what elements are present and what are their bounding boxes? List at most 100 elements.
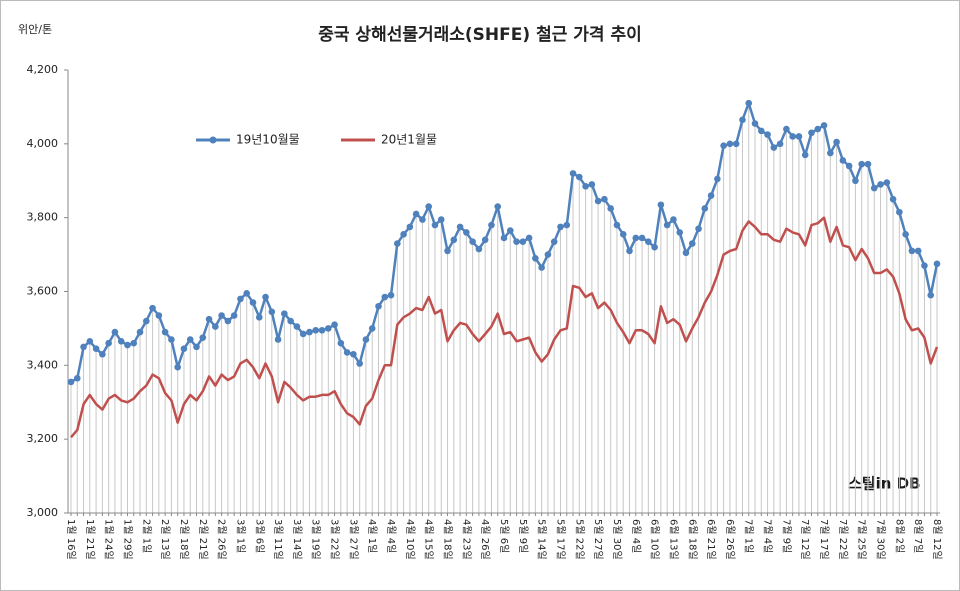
point xyxy=(274,336,282,343)
point xyxy=(475,245,483,253)
point xyxy=(350,350,357,358)
x-tick-label: 5월 17일 xyxy=(554,519,566,560)
point xyxy=(318,326,326,334)
point xyxy=(908,247,916,255)
point xyxy=(387,291,395,299)
x-tick-label: 3월 22일 xyxy=(329,519,341,560)
point xyxy=(174,363,181,371)
x-tick-label: 3월 27일 xyxy=(347,519,359,560)
point xyxy=(757,127,765,135)
point xyxy=(437,216,445,223)
x-tick-label: 2월 13일 xyxy=(159,519,171,560)
point xyxy=(732,140,740,148)
legend-label: 19년10월물 xyxy=(236,133,300,147)
point xyxy=(86,338,94,345)
x-tick-label: 6월 21일 xyxy=(705,519,717,560)
point xyxy=(149,304,156,312)
point xyxy=(889,195,897,203)
point xyxy=(368,325,376,332)
point xyxy=(186,336,194,343)
point xyxy=(839,157,847,164)
point xyxy=(117,338,125,345)
point xyxy=(883,179,891,186)
y-tick-label: 3,000 xyxy=(27,506,59,519)
point xyxy=(902,230,909,238)
y-tick-label: 3,200 xyxy=(27,432,59,445)
x-tick-label: 7월 22일 xyxy=(837,519,849,560)
x-tick-label: 1월 29일 xyxy=(121,519,133,560)
point xyxy=(783,125,790,133)
point xyxy=(544,251,552,258)
point xyxy=(324,325,332,332)
point xyxy=(569,170,577,177)
y-tick-label: 4,200 xyxy=(27,63,59,76)
point xyxy=(67,378,75,386)
point xyxy=(789,133,796,140)
point xyxy=(657,201,665,209)
point xyxy=(632,234,640,242)
point xyxy=(394,240,401,247)
point xyxy=(770,144,778,151)
x-tick-label: 2월 18일 xyxy=(178,519,190,560)
point xyxy=(651,243,658,251)
y-tick-label: 3,400 xyxy=(27,358,59,371)
x-tick-label: 6월 18일 xyxy=(686,519,698,560)
point xyxy=(776,140,784,148)
point xyxy=(588,181,596,188)
point xyxy=(312,326,320,334)
point xyxy=(293,323,301,330)
point xyxy=(896,208,903,216)
x-tick-label: 8월 12일 xyxy=(931,519,943,560)
point xyxy=(550,238,558,245)
x-tick-label: 1월 21일 xyxy=(84,519,96,560)
point xyxy=(193,343,200,351)
point xyxy=(306,328,313,336)
x-tick-label: 7월 25일 xyxy=(856,519,868,560)
x-tick-label: 3월 14일 xyxy=(291,519,303,560)
point xyxy=(739,116,746,124)
point xyxy=(481,236,489,244)
point xyxy=(431,221,439,229)
point xyxy=(538,264,545,271)
point xyxy=(180,345,188,353)
point xyxy=(707,192,715,199)
point xyxy=(576,173,583,181)
x-tick-label: 4월 26일 xyxy=(479,519,491,560)
x-tick-label: 4월 15일 xyxy=(423,519,435,560)
point xyxy=(331,321,338,329)
point xyxy=(488,221,495,229)
y-tick-label: 3,600 xyxy=(27,285,59,298)
x-tick-label: 7월 17일 xyxy=(818,519,830,560)
point xyxy=(337,339,345,347)
point xyxy=(525,234,533,242)
point xyxy=(419,216,426,223)
x-tick-label: 5월 22일 xyxy=(573,519,585,560)
x-tick-label: 5월 27일 xyxy=(592,519,604,560)
x-tick-label: 4월 23일 xyxy=(460,519,472,560)
x-tick-label: 4월 1일 xyxy=(366,519,378,553)
point xyxy=(801,151,809,159)
point xyxy=(827,149,834,157)
point xyxy=(870,184,878,192)
point xyxy=(168,336,175,343)
y-tick-label: 3,800 xyxy=(27,211,59,224)
point xyxy=(73,374,81,382)
point xyxy=(262,293,269,301)
point xyxy=(519,238,527,245)
point xyxy=(205,315,213,323)
point xyxy=(287,317,294,325)
point xyxy=(343,349,351,356)
x-tick-label: 3월 6일 xyxy=(253,519,265,553)
x-tick-label: 7월 4일 xyxy=(762,519,774,553)
point xyxy=(299,330,307,338)
x-tick-label: 2월 21일 xyxy=(197,519,209,560)
legend-label: 20년1월물 xyxy=(381,133,437,147)
point xyxy=(99,350,106,358)
point xyxy=(425,203,432,210)
point xyxy=(720,142,727,149)
x-tick-label: 3월 19일 xyxy=(310,519,322,560)
point xyxy=(663,221,671,229)
x-tick-label: 8월 2일 xyxy=(893,519,905,553)
point xyxy=(268,308,276,316)
point xyxy=(764,131,771,138)
